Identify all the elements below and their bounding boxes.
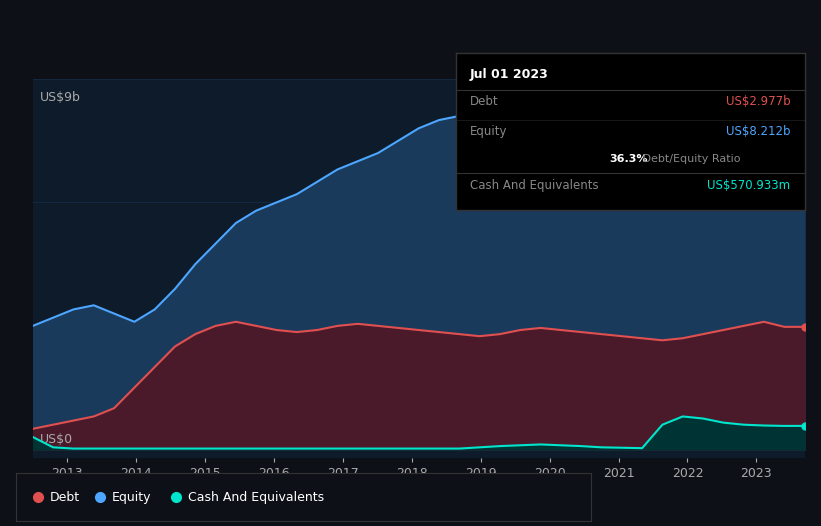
Text: Equity: Equity xyxy=(470,125,507,138)
Text: Cash And Equivalents: Cash And Equivalents xyxy=(188,491,323,503)
Text: Debt: Debt xyxy=(50,491,80,503)
Text: US$0: US$0 xyxy=(39,433,73,446)
Text: Debt/Equity Ratio: Debt/Equity Ratio xyxy=(639,154,741,164)
Text: Equity: Equity xyxy=(112,491,151,503)
Text: Jul 01 2023: Jul 01 2023 xyxy=(470,68,548,82)
Text: 36.3%: 36.3% xyxy=(609,154,648,164)
Text: Debt: Debt xyxy=(470,95,498,108)
Text: US$2.977b: US$2.977b xyxy=(726,95,791,108)
Text: Cash And Equivalents: Cash And Equivalents xyxy=(470,179,599,192)
Text: US$570.933m: US$570.933m xyxy=(708,179,791,192)
Text: US$9b: US$9b xyxy=(39,91,80,104)
Text: US$8.212b: US$8.212b xyxy=(726,125,791,138)
